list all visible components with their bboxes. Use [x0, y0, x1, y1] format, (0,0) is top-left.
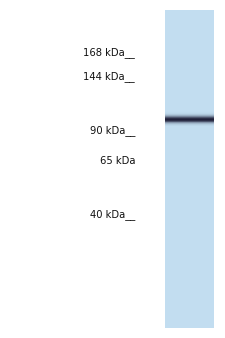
Bar	[165, 10, 214, 328]
Bar	[165, 114, 214, 115]
Bar	[165, 121, 214, 122]
Bar	[165, 125, 214, 126]
Bar	[165, 109, 214, 110]
Text: 168 kDa__: 168 kDa__	[83, 47, 135, 58]
Bar	[165, 120, 214, 121]
Bar	[165, 108, 214, 109]
Bar	[165, 110, 214, 111]
Bar	[165, 112, 214, 113]
Bar	[165, 124, 214, 125]
Bar	[165, 117, 214, 118]
Bar	[165, 125, 214, 126]
Bar	[165, 111, 214, 112]
Bar	[165, 122, 214, 123]
Bar	[165, 115, 214, 116]
Bar	[165, 121, 214, 122]
Bar	[165, 124, 214, 125]
Bar	[165, 113, 214, 114]
Text: 65 kDa: 65 kDa	[99, 155, 135, 166]
Text: 144 kDa__: 144 kDa__	[83, 71, 135, 81]
Bar	[165, 113, 214, 114]
Bar	[165, 119, 214, 120]
Bar	[165, 117, 214, 118]
Bar	[165, 116, 214, 117]
Text: 90 kDa__: 90 kDa__	[90, 125, 135, 136]
Bar	[165, 122, 214, 123]
Bar	[165, 119, 214, 120]
Bar	[165, 116, 214, 117]
Bar	[165, 111, 214, 112]
Bar	[165, 120, 214, 121]
Bar	[165, 108, 214, 109]
Bar	[165, 112, 214, 113]
Bar	[165, 121, 214, 122]
Bar	[165, 107, 214, 108]
Bar	[165, 109, 214, 110]
Bar	[165, 115, 214, 116]
Bar	[165, 106, 214, 107]
Bar	[165, 118, 214, 119]
Text: 40 kDa__: 40 kDa__	[90, 209, 135, 220]
Bar	[165, 110, 214, 111]
Bar	[165, 123, 214, 124]
Bar	[165, 107, 214, 108]
Bar	[165, 114, 214, 115]
Bar	[165, 123, 214, 124]
Bar	[165, 118, 214, 119]
